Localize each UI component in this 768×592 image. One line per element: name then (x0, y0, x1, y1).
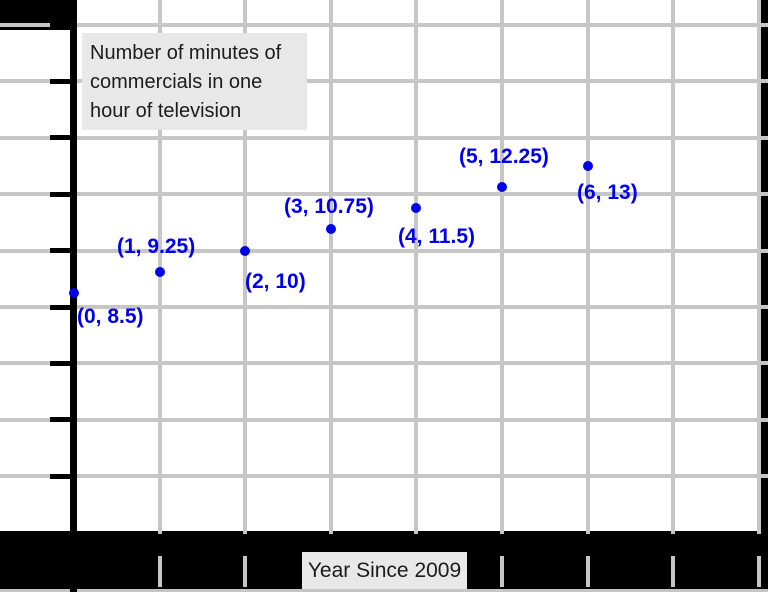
data-point (154, 266, 165, 277)
y-axis-tick (50, 22, 77, 28)
gridline-horizontal (0, 361, 768, 366)
x-axis-label-box: Year Since 2009 (302, 552, 467, 589)
gridline-horizontal (0, 474, 768, 479)
y-axis-tick (50, 78, 77, 84)
gridline-vertical-stub (585, 556, 590, 587)
gridline-vertical-stub (756, 556, 761, 587)
gridline-vertical-stub (157, 556, 162, 587)
y-axis-tick (50, 473, 77, 479)
gridline-horizontal (0, 135, 768, 140)
data-point (582, 161, 593, 171)
data-point-label: (2, 10) (245, 270, 306, 293)
gridline-horizontal (0, 192, 768, 197)
chart-title-box: Number of minutes of commercials in one … (82, 33, 307, 130)
data-point (411, 203, 422, 214)
data-point-label: (0, 8.5) (77, 305, 144, 328)
gridline-horizontal (0, 23, 768, 27)
gridline-vertical (414, 0, 419, 534)
chart-title-line-3: hour of television (90, 100, 242, 122)
data-point (496, 182, 507, 193)
gridline-horizontal (0, 79, 768, 84)
y-axis-tick (50, 304, 77, 310)
data-point-label: (1, 9.25) (117, 235, 196, 258)
y-axis-tick (50, 191, 77, 197)
data-point (325, 224, 336, 235)
gridline-vertical-stub (671, 556, 676, 587)
x-axis-label: Year Since 2009 (307, 558, 462, 582)
data-point-label: (3, 10.75) (284, 195, 374, 218)
gridline-vertical (243, 0, 248, 534)
gridline-vertical (585, 0, 590, 534)
y-axis-tick (50, 360, 77, 366)
gridline-vertical-stub (243, 556, 248, 587)
bottom-gridline (0, 589, 768, 592)
data-point-label: (6, 13) (577, 181, 638, 204)
chart-title-line-2: commercials in one (90, 71, 263, 93)
right-border-band (761, 0, 768, 592)
data-point (240, 245, 251, 256)
data-point (68, 287, 79, 298)
y-axis-tick (50, 417, 77, 423)
gridline-vertical (671, 0, 676, 534)
gridline-vertical (756, 0, 761, 534)
y-axis-tick (50, 135, 77, 141)
gridline-horizontal (0, 305, 768, 309)
chart-title-line-1: Number of minutes of (90, 42, 282, 64)
gridline-vertical-stub (499, 556, 504, 587)
y-axis-tick (50, 248, 77, 254)
gridline-horizontal (0, 248, 768, 253)
gridline-vertical (328, 0, 333, 534)
data-point-label: (5, 12.25) (459, 145, 549, 168)
data-point-label: (4, 11.5) (398, 225, 476, 248)
gridline-horizontal (0, 417, 768, 422)
gridline-vertical (499, 0, 504, 534)
